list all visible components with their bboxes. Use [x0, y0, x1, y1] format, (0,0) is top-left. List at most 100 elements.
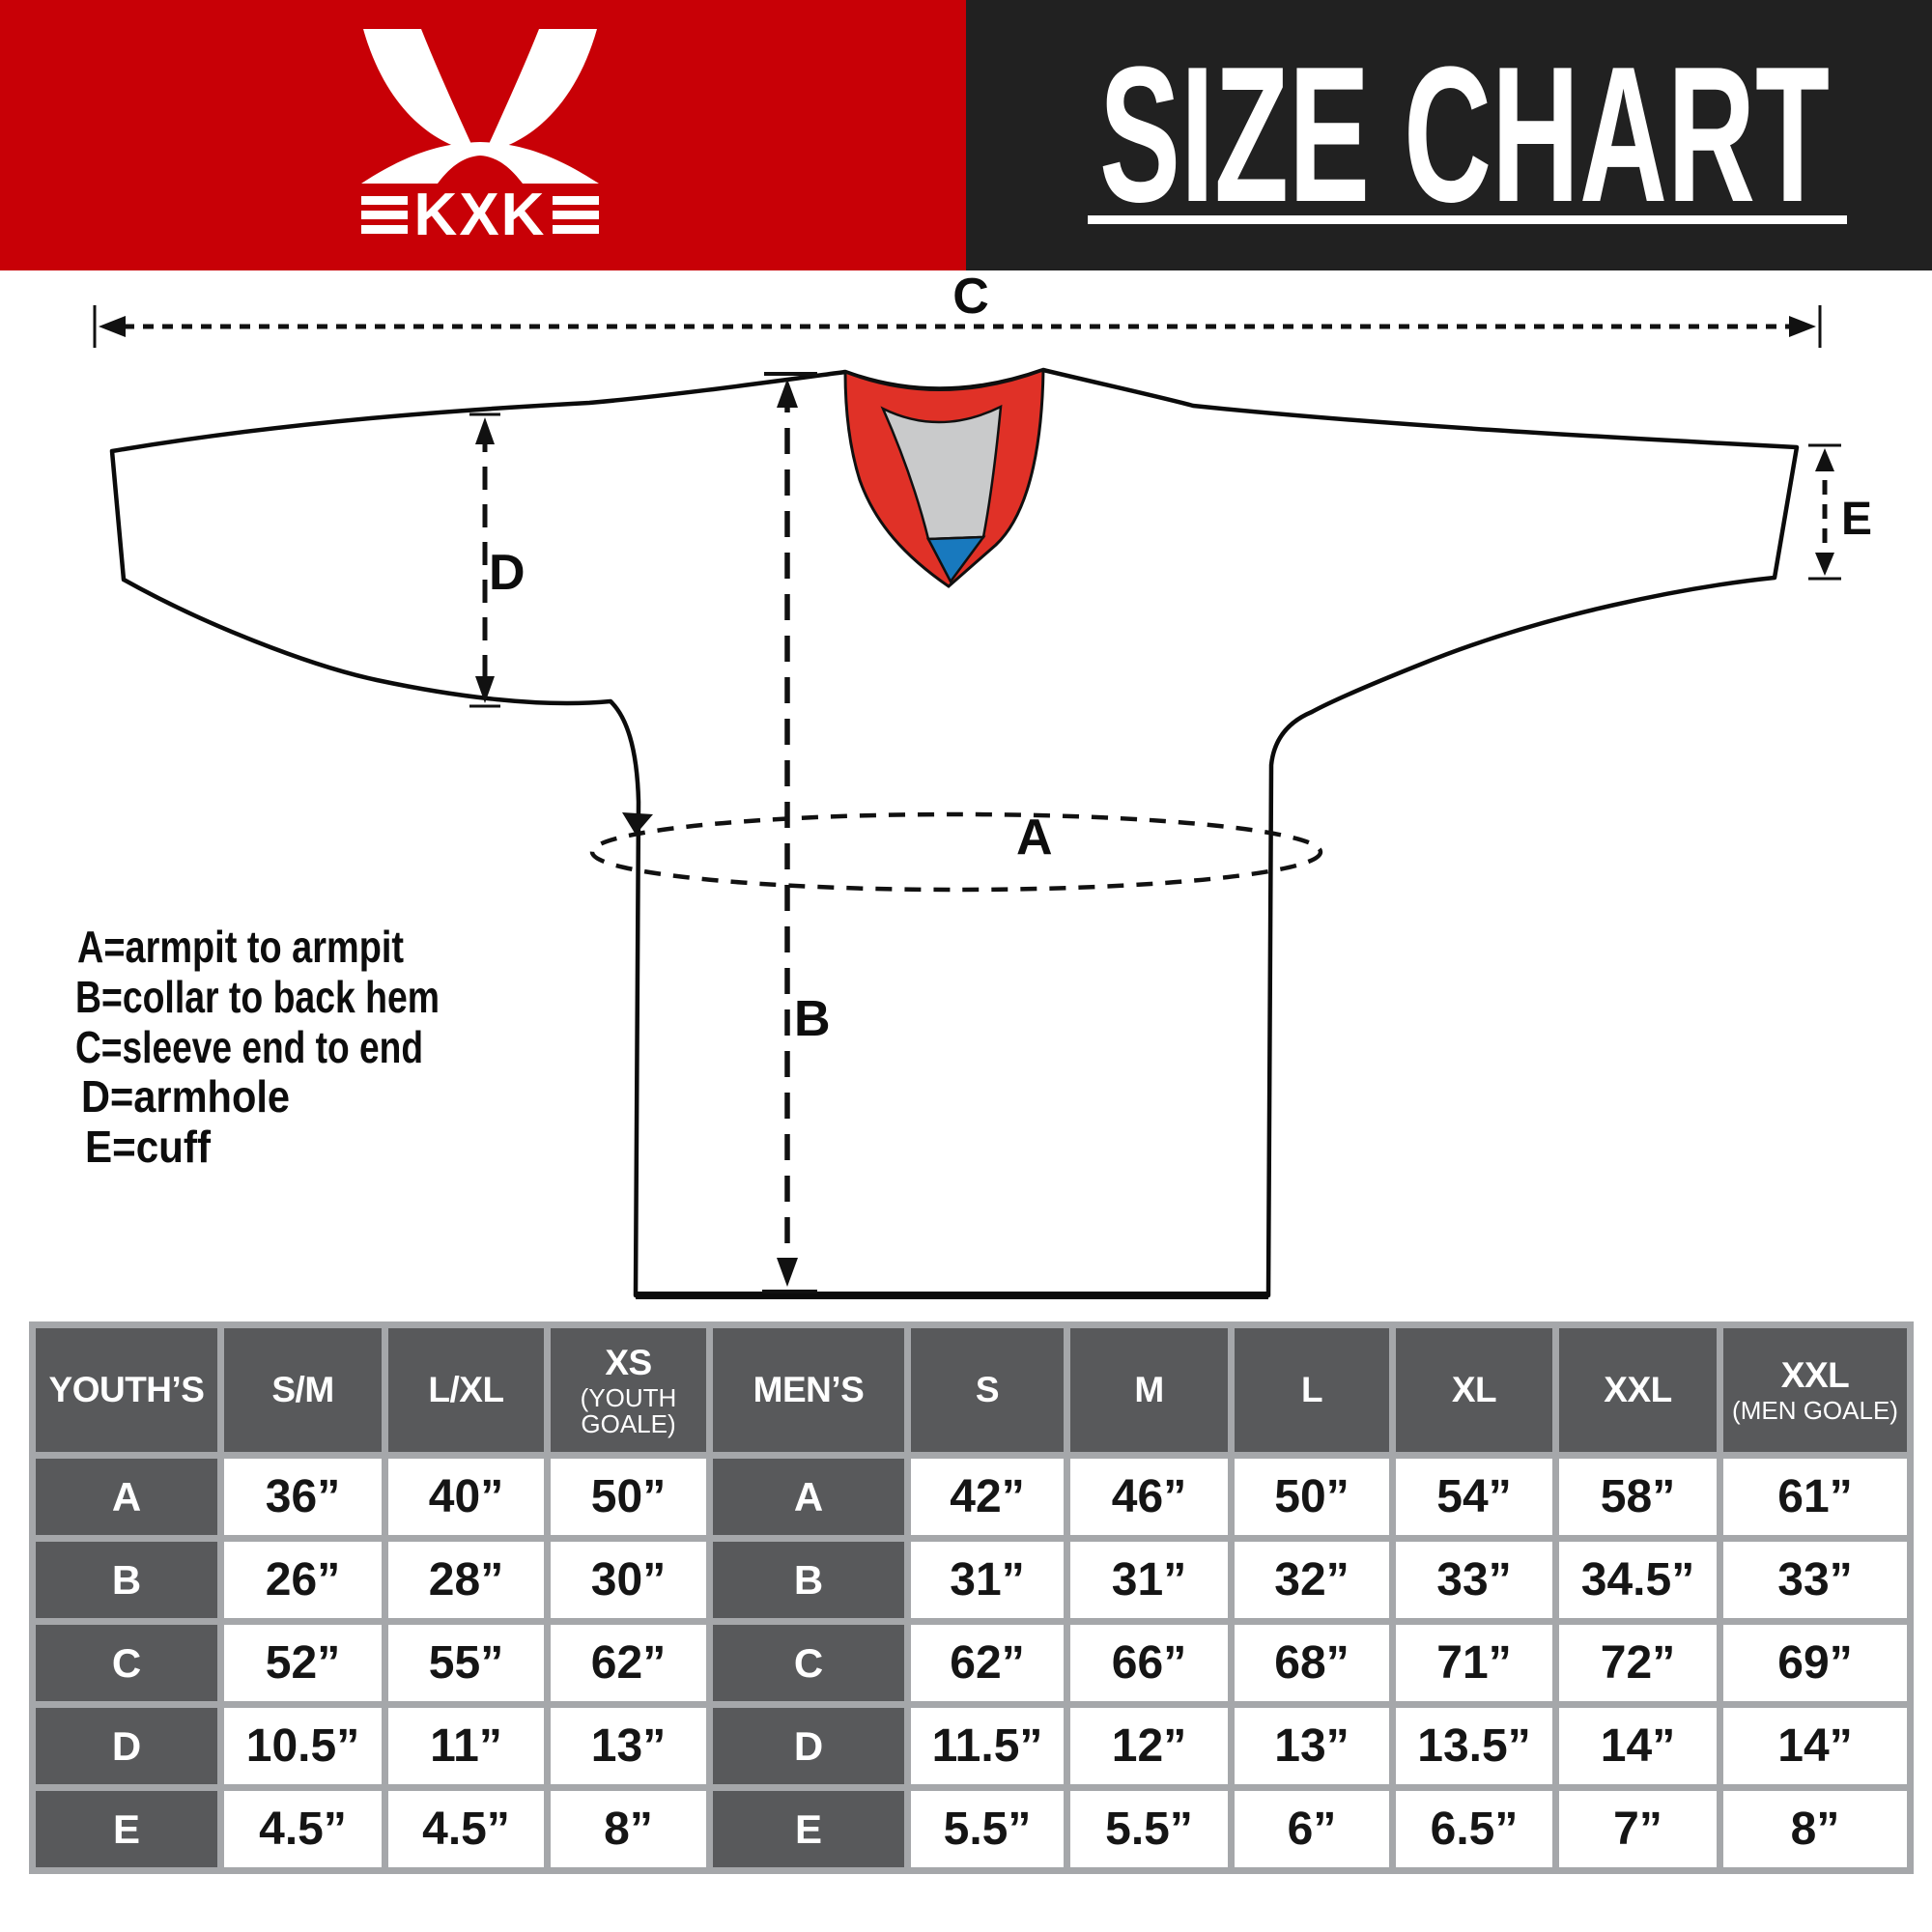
size-value-cell: 31” — [1070, 1542, 1228, 1618]
kxk-logo-icon — [361, 29, 599, 234]
size-value-cell: 61” — [1723, 1459, 1907, 1535]
size-value-cell: 30” — [551, 1542, 706, 1618]
size-value-cell: 50” — [551, 1459, 706, 1535]
row-label-cell: C — [713, 1625, 904, 1701]
title-panel: SIZE CHART — [966, 0, 1932, 270]
size-value-cell: 52” — [224, 1625, 382, 1701]
size-value-cell: 13.5” — [1396, 1708, 1552, 1784]
header-main: XXL — [1780, 1355, 1850, 1396]
header-cell-mens: MEN’S — [713, 1328, 904, 1452]
size-value-cell: 26” — [224, 1542, 382, 1618]
size-value-cell: 7” — [1559, 1791, 1717, 1867]
row-label-cell: C — [36, 1625, 217, 1701]
size-value-cell: 36” — [224, 1459, 382, 1535]
size-value-cell: 54” — [1396, 1459, 1552, 1535]
title-underline — [1088, 215, 1847, 224]
size-value-cell: 12” — [1070, 1708, 1228, 1784]
header-main: XS — [605, 1342, 652, 1382]
header-cell-xxl-goalie: XXL (MEN GOALE) — [1723, 1328, 1907, 1452]
arrow-d-label: D — [489, 545, 526, 601]
arrow-b-label: B — [794, 991, 831, 1047]
legend-line-e: E=cuff — [85, 1122, 212, 1172]
size-value-cell: 6.5” — [1396, 1791, 1552, 1867]
size-value-cell: 14” — [1723, 1708, 1907, 1784]
collar — [843, 367, 1045, 588]
header-cell: M — [1070, 1328, 1228, 1452]
size-value-cell: 13” — [1235, 1708, 1389, 1784]
legend-line-a: A=armpit to armpit — [77, 922, 404, 972]
size-value-cell: 46” — [1070, 1459, 1228, 1535]
size-value-cell: 10.5” — [224, 1708, 382, 1784]
row-label-cell: B — [713, 1542, 904, 1618]
kxk-logo: KXK — [361, 29, 599, 248]
size-value-cell: 62” — [911, 1625, 1064, 1701]
size-value-cell: 32” — [1235, 1542, 1389, 1618]
row-label-cell: A — [713, 1459, 904, 1535]
collar-inner — [880, 404, 1003, 541]
arrow-b — [762, 372, 817, 1293]
legend-line-b: B=collar to back hem — [75, 972, 440, 1022]
row-label-cell: E — [713, 1791, 904, 1867]
size-value-cell: 68” — [1235, 1625, 1389, 1701]
arrow-c — [93, 305, 1822, 348]
row-label-cell: B — [36, 1542, 217, 1618]
brand-panel: KXK — [0, 0, 966, 270]
size-value-cell: 4.5” — [224, 1791, 382, 1867]
arrow-d — [469, 412, 500, 708]
logo-text: KXK — [414, 182, 547, 248]
legend-line-d: D=armhole — [81, 1071, 290, 1122]
header-cell: XL — [1396, 1328, 1552, 1452]
size-value-cell: 42” — [911, 1459, 1064, 1535]
size-value-cell: 11.5” — [911, 1708, 1064, 1784]
size-value-cell: 40” — [388, 1459, 544, 1535]
size-value-cell: 13” — [551, 1708, 706, 1784]
size-value-cell: 11” — [388, 1708, 544, 1784]
header-cell: L/XL — [388, 1328, 544, 1452]
header-cell: S/M — [224, 1328, 382, 1452]
header-sub: (YOUTH GOALE) — [580, 1382, 677, 1438]
size-value-cell: 14” — [1559, 1708, 1717, 1784]
size-value-cell: 72” — [1559, 1625, 1717, 1701]
size-value-cell: 58” — [1559, 1459, 1717, 1535]
arrow-e — [1808, 443, 1841, 581]
title-art: SIZE CHART — [1088, 27, 1847, 242]
arrow-a — [589, 811, 1323, 893]
row-label-cell: A — [36, 1459, 217, 1535]
size-table: YOUTH’S S/M L/XL XS (YOUTH GOALE) MEN’S … — [29, 1321, 1914, 1874]
header-banner: KXK SIZE CHART — [0, 0, 1932, 270]
legend-line-c: C=sleeve end to end — [75, 1022, 423, 1072]
size-value-cell: 33” — [1723, 1542, 1907, 1618]
size-value-cell: 50” — [1235, 1459, 1389, 1535]
header-cell: L — [1235, 1328, 1389, 1452]
header-cell-xs-goalie: XS (YOUTH GOALE) — [551, 1328, 706, 1452]
row-label-cell: E — [36, 1791, 217, 1867]
collar-insert — [925, 535, 986, 584]
page-title: SIZE CHART — [1099, 27, 1830, 242]
jersey-measurement-diagram: C D B E — [75, 270, 1872, 1299]
size-value-cell: 33” — [1396, 1542, 1552, 1618]
size-value-cell: 66” — [1070, 1625, 1228, 1701]
size-value-cell: 8” — [1723, 1791, 1907, 1867]
header-cell: S — [911, 1328, 1064, 1452]
size-value-cell: 8” — [551, 1791, 706, 1867]
size-value-cell: 4.5” — [388, 1791, 544, 1867]
size-value-cell: 69” — [1723, 1625, 1907, 1701]
arrow-a-label: A — [1016, 810, 1053, 866]
size-value-cell: 5.5” — [1070, 1791, 1228, 1867]
size-value-cell: 34.5” — [1559, 1542, 1717, 1618]
row-label-cell: D — [36, 1708, 217, 1784]
size-value-cell: 31” — [911, 1542, 1064, 1618]
arrow-e-label: E — [1841, 494, 1872, 545]
size-value-cell: 28” — [388, 1542, 544, 1618]
size-value-cell: 55” — [388, 1625, 544, 1701]
size-value-cell: 62” — [551, 1625, 706, 1701]
header-sub: (MEN GOALE) — [1732, 1396, 1898, 1426]
measure-legend: A=armpit to armpit B=collar to back hem … — [75, 922, 440, 1172]
size-value-cell: 71” — [1396, 1625, 1552, 1701]
header-cell: XXL — [1559, 1328, 1717, 1452]
arrow-c-label: C — [952, 270, 989, 325]
size-value-cell: 6” — [1235, 1791, 1389, 1867]
jersey-outline — [109, 367, 1800, 1298]
header-cell-youths: YOUTH’S — [36, 1328, 217, 1452]
